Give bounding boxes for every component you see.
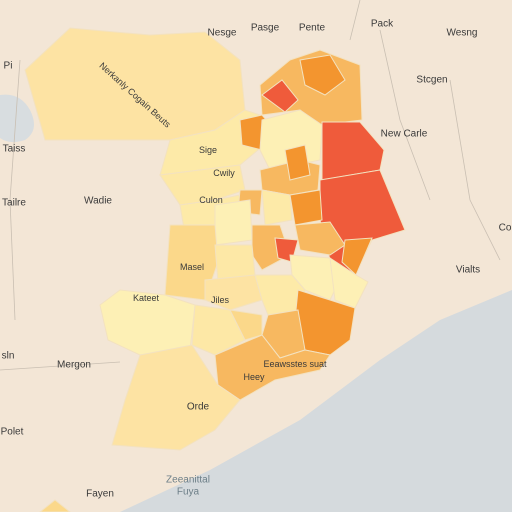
region-west-lower-b[interactable]	[191, 304, 246, 356]
place-label: Heey	[243, 372, 265, 382]
place-label: Taiss	[2, 143, 26, 155]
place-label: Nesge	[207, 27, 237, 39]
region-ne-orange[interactable]	[299, 54, 346, 96]
region-west-mid-c[interactable]	[204, 274, 263, 311]
region-south-big[interactable]	[111, 344, 241, 451]
sea-area	[120, 290, 512, 512]
place-label: Pack	[370, 18, 394, 30]
place-label: Pasge	[250, 22, 280, 34]
place-label: Pi	[3, 60, 13, 72]
place-label: Tailre	[2, 197, 26, 209]
place-label: Stcgen	[416, 74, 448, 86]
place-label: Eeawsstes suat	[263, 359, 327, 369]
place-label: Mergon	[57, 359, 91, 371]
region-bottom-small[interactable]	[39, 499, 71, 512]
lake-west	[0, 94, 34, 143]
region-ne-red-small[interactable]	[261, 79, 299, 113]
place-label: Pente	[298, 22, 326, 34]
place-label: Culon	[199, 195, 223, 205]
place-label: sln	[1, 350, 15, 362]
place-label: Wadie	[84, 195, 112, 207]
region-center-j[interactable]	[329, 256, 369, 309]
region-center-c[interactable]	[261, 189, 293, 226]
region-east-red-north[interactable]	[321, 121, 385, 181]
background-borders	[0, 0, 501, 371]
water-label: Fuya	[176, 486, 200, 498]
place-label: New Carle	[380, 128, 428, 140]
place-label: Vialts	[455, 264, 481, 276]
place-label: Cwily	[213, 168, 235, 178]
place-label: Sige	[198, 145, 218, 155]
region-center-g[interactable]	[294, 221, 346, 256]
place-label: Jiles	[210, 295, 230, 305]
region-center-e[interactable]	[214, 199, 253, 246]
water-label: Zeeanittal	[166, 474, 210, 486]
regions	[24, 27, 406, 512]
region-center-d[interactable]	[289, 189, 323, 226]
place-label: Masel	[179, 262, 205, 272]
place-label: Wesng	[446, 27, 478, 39]
region-center-orange[interactable]	[284, 144, 311, 181]
place-label: Co	[498, 222, 512, 234]
place-label: Fayen	[86, 488, 114, 500]
region-northwest[interactable]	[24, 27, 246, 141]
place-label: Polet	[0, 426, 24, 438]
place-label: Orde	[186, 401, 210, 413]
place-label: Kateet	[132, 293, 160, 303]
region-west-lower[interactable]	[99, 289, 196, 356]
